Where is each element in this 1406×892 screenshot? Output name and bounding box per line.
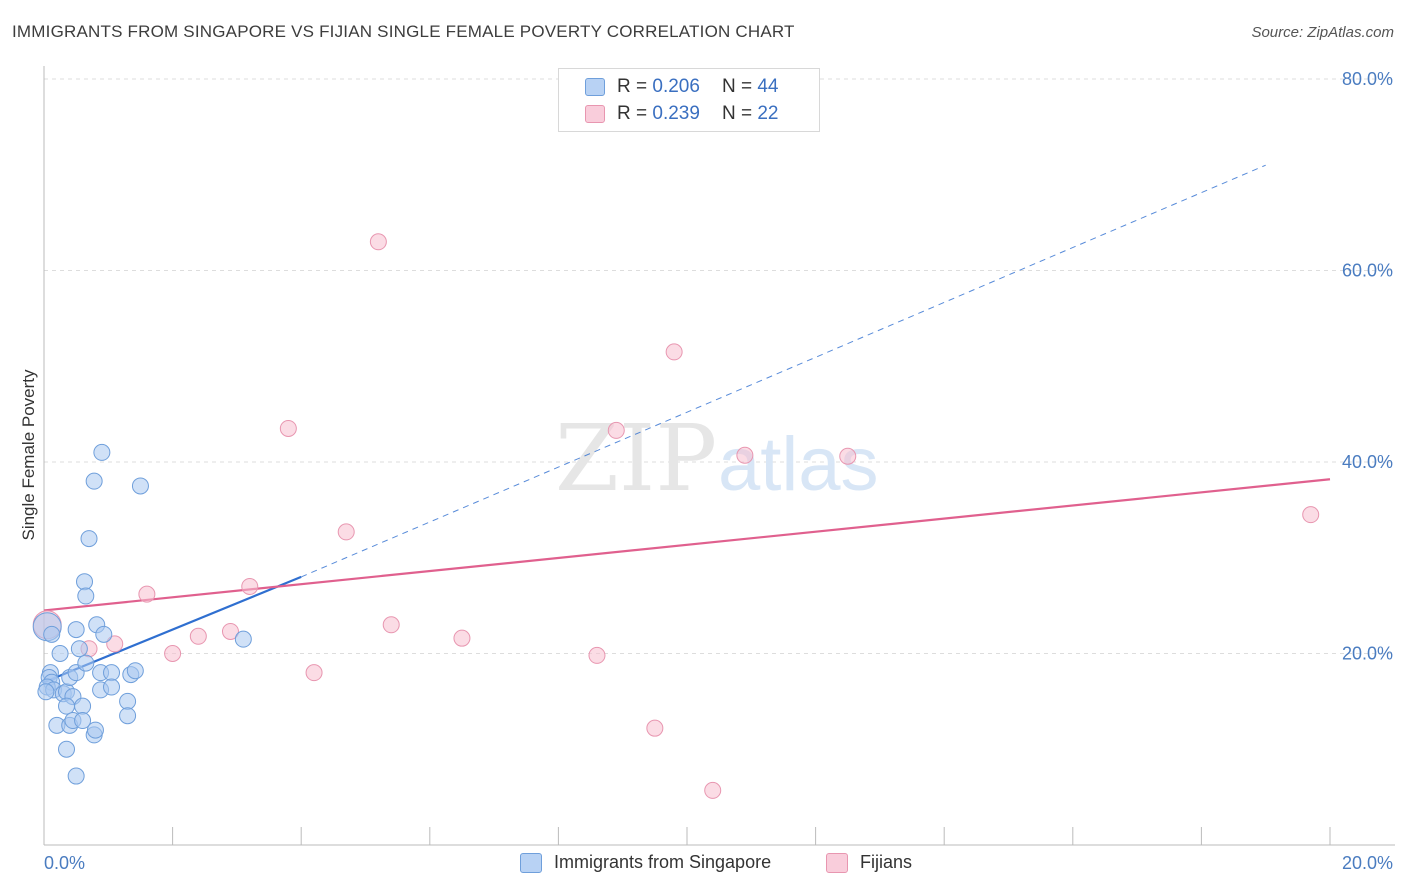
point-fijian (646, 719, 664, 737)
point-fijian (241, 577, 259, 595)
point-fijian (1302, 506, 1320, 524)
trend-line-fijians (43, 478, 1331, 612)
point-fijian (704, 781, 722, 799)
legend-r-label: R = (617, 76, 648, 97)
bottom-legend-fijians: Fijians (826, 852, 912, 873)
y-tick-label: 80.0% (1342, 69, 1393, 89)
point-singapore (74, 697, 92, 715)
y-tick-label: 60.0% (1342, 261, 1393, 281)
point-fijian (382, 616, 400, 634)
point-fijian (588, 646, 606, 664)
legend-r-value: 0.239 (652, 103, 700, 124)
point-singapore (77, 587, 95, 605)
watermark-atlas: atlas (718, 422, 879, 507)
point-fijian (453, 629, 471, 647)
bottom-legend-label-singapore: Immigrants from Singapore (554, 852, 772, 872)
bottom-legend-swatch-blue (520, 852, 542, 873)
point-fijian (337, 523, 355, 541)
point-singapore (103, 664, 121, 682)
y-tick-label: 20.0% (1342, 644, 1393, 664)
point-singapore (85, 472, 103, 490)
point-fijian (839, 447, 857, 465)
point-singapore (77, 654, 95, 672)
point-fijian (189, 627, 207, 645)
point-singapore (70, 640, 88, 658)
bottom-legend-label-fijians: Fijians (860, 852, 913, 872)
legend-r-label: R = (617, 103, 648, 124)
legend-n-label: N = (721, 76, 753, 97)
point-singapore (80, 530, 98, 548)
legend-swatch-pink (585, 105, 605, 123)
point-singapore (126, 662, 144, 680)
point-singapore (119, 707, 137, 725)
legend-swatch-blue (585, 78, 605, 96)
y-tick-label: 40.0% (1342, 452, 1393, 472)
point-singapore (95, 625, 113, 643)
axes (43, 66, 1395, 846)
legend-n-value: 44 (757, 76, 779, 97)
point-singapore (37, 683, 55, 701)
point-singapore (58, 697, 76, 715)
point-singapore (234, 630, 252, 648)
point-fijian (305, 664, 323, 682)
point-singapore (103, 678, 121, 696)
data-points (32, 233, 1320, 799)
point-fijian (665, 343, 683, 361)
point-fijian (607, 421, 625, 439)
point-fijian (279, 419, 297, 437)
point-fijian (221, 622, 239, 640)
point-singapore (86, 721, 104, 739)
point-singapore (93, 443, 111, 461)
chart-title: IMMIGRANTS FROM SINGAPORE VS FIJIAN SING… (12, 22, 795, 41)
point-singapore (119, 692, 137, 710)
point-singapore (67, 621, 85, 639)
legend-row-singapore: R = 0.206 N = 44 (585, 75, 778, 99)
point-singapore (67, 767, 85, 785)
tick-labels: 20.0% 40.0% 60.0% 80.0% 0.0% 20.0% (44, 69, 1393, 873)
legend: R = 0.206 N = 44 R = 0.239 N = 22 (558, 68, 820, 132)
trend-line-singapore-extension (301, 164, 1266, 578)
point-singapore (58, 740, 76, 758)
legend-n-label: N = (721, 103, 753, 124)
source-label: Source: ZipAtlas.com (1251, 24, 1394, 41)
bottom-legend-singapore: Immigrants from Singapore (520, 852, 771, 873)
y-axis-label: Single Female Poverty (19, 369, 38, 541)
point-singapore (74, 712, 92, 730)
x-tick-label: 20.0% (1342, 853, 1393, 873)
point-fijian (736, 446, 754, 464)
point-singapore (43, 625, 61, 643)
legend-n-value: 22 (757, 103, 779, 124)
point-fijian (138, 585, 156, 603)
watermark: ZIP atlas (555, 405, 879, 512)
point-fijian (369, 233, 387, 251)
grid-lines (44, 78, 1395, 654)
watermark-zip: ZIP (555, 405, 717, 512)
bottom-legend-swatch-pink (826, 852, 848, 873)
x-tick-label: 0.0% (44, 853, 85, 873)
point-singapore (51, 645, 69, 662)
point-fijian (164, 645, 182, 662)
legend-r-value: 0.206 (652, 76, 700, 97)
point-fijian (106, 635, 124, 653)
legend-row-fijians: R = 0.239 N = 22 (585, 102, 778, 126)
point-singapore (131, 477, 149, 495)
point-singapore (76, 573, 94, 591)
